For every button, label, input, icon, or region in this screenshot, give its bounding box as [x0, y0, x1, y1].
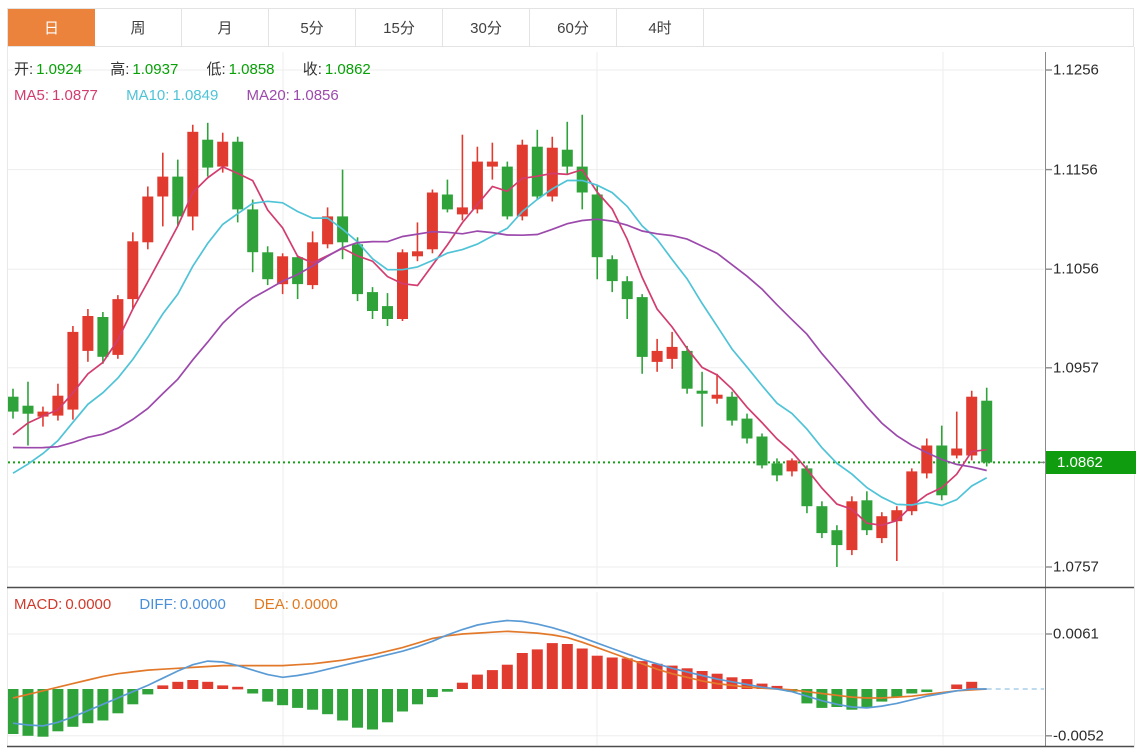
price-tick-label: 1.1156: [1053, 161, 1098, 179]
low-label: 低:: [206, 61, 226, 78]
high-value: 1.0937: [132, 61, 179, 78]
dea-label: DEA:: [253, 596, 289, 613]
macd-label: MACD:: [14, 596, 63, 613]
close-value: 1.0862: [324, 61, 371, 78]
tab-5min[interactable]: 5分: [269, 9, 356, 46]
diff-value: 0.0000: [179, 596, 226, 613]
open-label: 开:: [14, 61, 34, 78]
diff-line: [12, 619, 987, 727]
price-tick-label: 1.1056: [1053, 260, 1099, 278]
ma-readout: MA5: 1.0877 MA10: 1.0849 MA20: 1.0856: [14, 87, 363, 104]
ohlc-readout: 开: 1.0924 高: 1.0937 低: 1.0858 收: 1.0862: [14, 61, 395, 78]
open-value: 1.0924: [36, 61, 83, 78]
grid-layer: [8, 52, 1044, 745]
dea-value: 0.0000: [291, 596, 338, 613]
tab-15min[interactable]: 15分: [356, 9, 443, 46]
current-price-badge: 1.0862: [1046, 450, 1136, 474]
close-label: 收:: [302, 61, 322, 78]
tab-4hour[interactable]: 4时: [617, 9, 704, 46]
tab-day[interactable]: 日: [8, 9, 95, 46]
price-tick-label: 1.1256: [1053, 61, 1099, 79]
tabbar-filler: [704, 9, 1133, 46]
ma5-value: 1.0877: [52, 87, 98, 104]
dea-line: [12, 630, 987, 699]
frame-layer: [7, 47, 1135, 748]
tab-week[interactable]: 周: [95, 9, 182, 46]
macd-readout: MACD: 0.0000 DIFF: 0.0000 DEA: 0.0000: [14, 596, 362, 613]
ma5-line: [12, 165, 987, 527]
candlestick-layer: [7, 114, 993, 567]
ma20-label: MA20:: [246, 87, 290, 104]
macd-value: 0.0000: [65, 596, 112, 613]
macd-tick-label: -0.0052: [1053, 727, 1104, 745]
tab-month[interactable]: 月: [182, 9, 269, 46]
ma10-value: 1.0849: [172, 87, 219, 104]
price-tick-label: 1.0757: [1053, 558, 1099, 576]
price-tick-label: 1.0957: [1053, 359, 1099, 377]
ma10-line: [12, 179, 988, 507]
diff-label: DIFF:: [139, 596, 177, 613]
ma20-line: [12, 218, 987, 472]
ma10-label: MA10:: [126, 87, 170, 104]
ma5-label: MA5:: [14, 87, 50, 104]
high-label: 高:: [110, 61, 130, 78]
tab-60min[interactable]: 60分: [530, 9, 617, 46]
timeframe-tabs: 日周月 5分 15分 30分 60分 4时: [7, 8, 1134, 47]
ma20-value: 1.0856: [292, 87, 339, 104]
macd-histogram: [7, 643, 978, 737]
current-price-value: 1.0862: [1057, 453, 1103, 471]
tab-30min[interactable]: 30分: [443, 9, 530, 46]
macd-tick-label: 0.0061: [1053, 625, 1099, 643]
low-value: 1.0858: [228, 61, 275, 78]
